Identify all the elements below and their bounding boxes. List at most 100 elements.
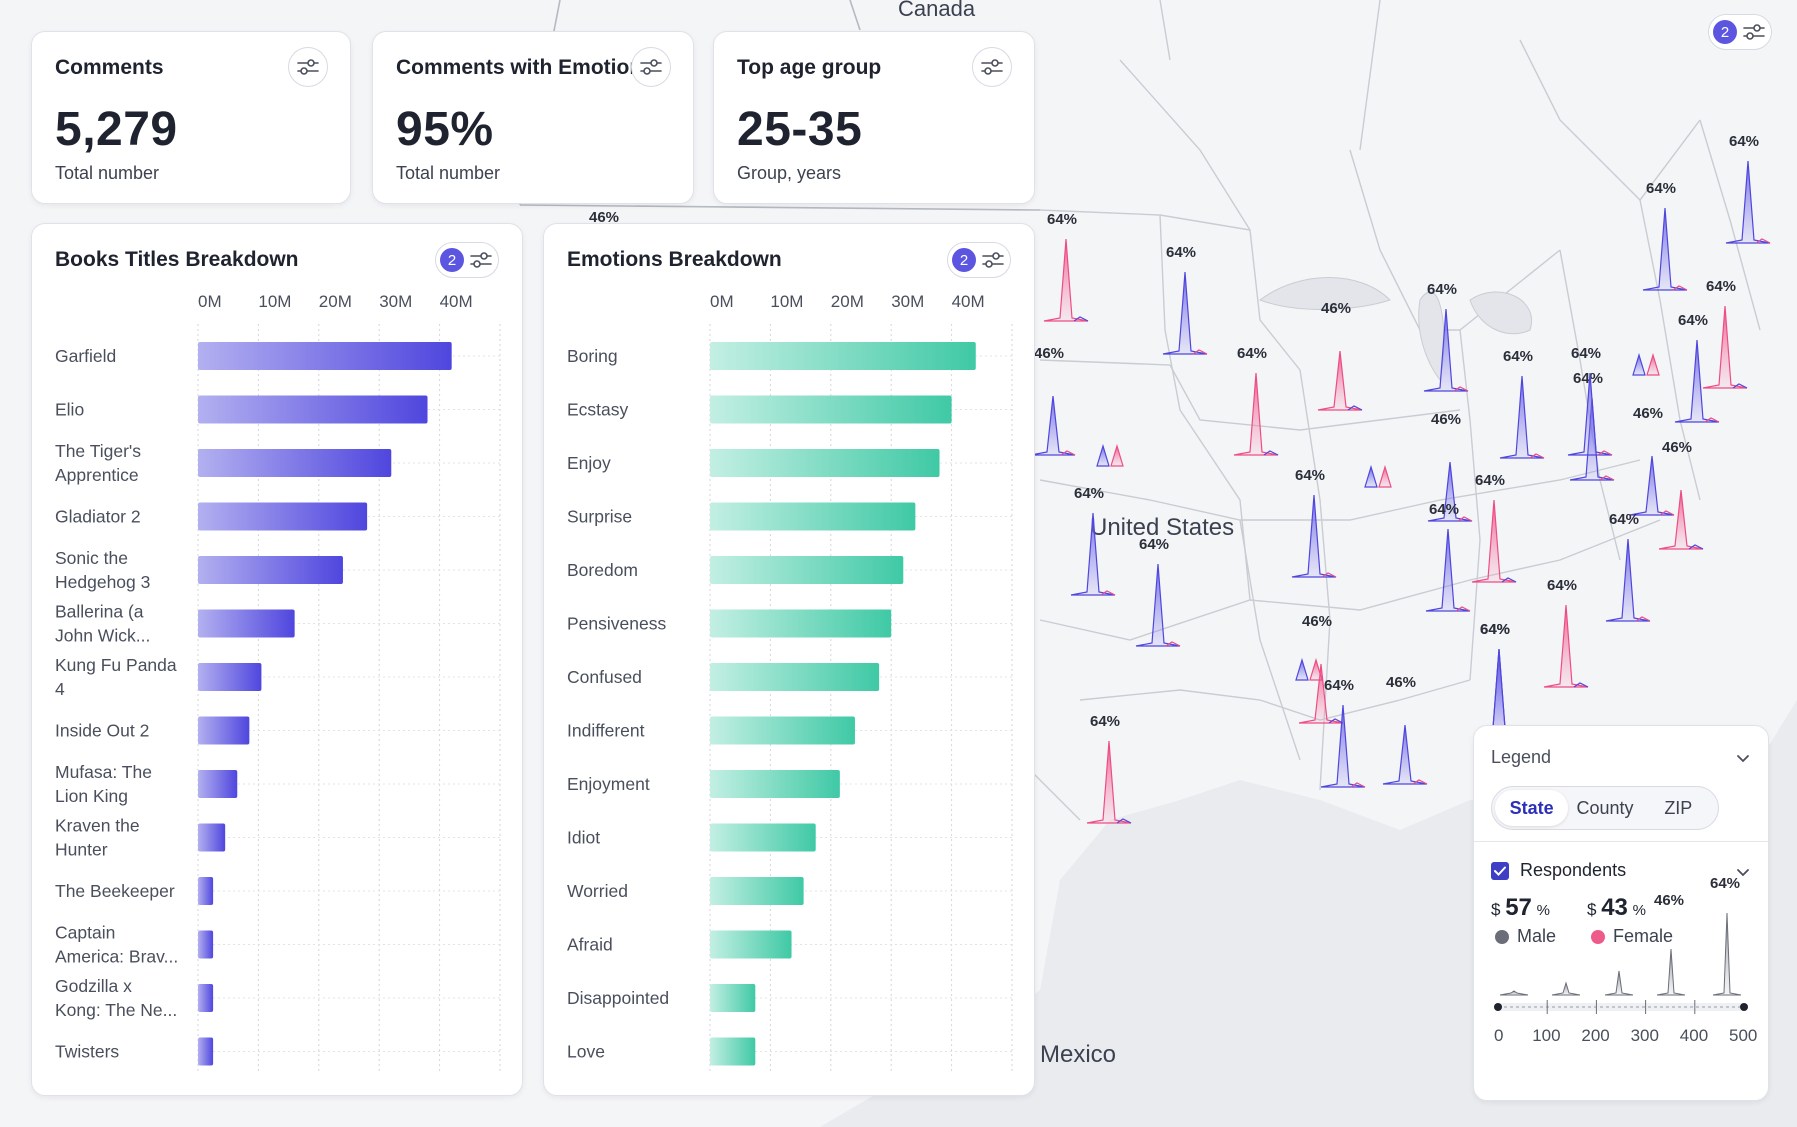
bar[interactable] (198, 609, 295, 638)
map-spike[interactable] (1725, 161, 1771, 244)
map-spike[interactable] (1070, 513, 1116, 596)
range-handle-max[interactable] (1740, 1003, 1748, 1011)
bar[interactable] (710, 609, 892, 638)
map-spike[interactable] (1702, 306, 1748, 389)
category-label: Inside Out 2 (55, 721, 149, 741)
map-spike[interactable] (1317, 351, 1363, 411)
chevron-down-icon[interactable] (1736, 866, 1750, 880)
map-spike-small[interactable] (1632, 352, 1646, 376)
bar[interactable] (710, 823, 816, 852)
map-spike[interactable] (1427, 462, 1473, 522)
bar[interactable] (710, 556, 904, 584)
bar[interactable] (198, 449, 392, 477)
bar[interactable] (198, 342, 452, 370)
sliders-icon (297, 59, 319, 75)
map-spike-label: 64% (1475, 472, 1505, 489)
female-label: Female (1613, 926, 1674, 946)
map-spike[interactable] (1162, 272, 1208, 355)
bar[interactable] (198, 1037, 214, 1066)
bar[interactable] (198, 502, 368, 531)
bar[interactable] (710, 449, 940, 477)
map-spike[interactable] (1567, 373, 1613, 456)
legend-size-spike (1551, 981, 1581, 996)
legend-scale-label: 500 (1729, 1026, 1757, 1045)
tab-zip[interactable]: ZIP (1664, 797, 1693, 818)
bar[interactable] (710, 930, 792, 959)
map-spike-small[interactable] (1295, 657, 1309, 681)
map-spike[interactable] (1320, 705, 1366, 788)
map-spike[interactable] (1499, 376, 1545, 459)
map-spike[interactable] (1298, 664, 1344, 724)
map-spike[interactable] (1086, 741, 1132, 824)
bar[interactable] (198, 930, 214, 959)
bar[interactable] (198, 984, 214, 1012)
category-label: Confused (567, 667, 642, 687)
filter-count-badge: 2 (1713, 20, 1737, 44)
map-spike-secondary (1165, 641, 1181, 647)
bar[interactable] (710, 1037, 756, 1066)
category-label: Idiot (567, 828, 600, 848)
category-label: Godzilla x (55, 976, 132, 996)
map-spike-small[interactable] (1096, 443, 1110, 467)
sliders-icon (640, 59, 662, 75)
map-spike-label: 46% (1321, 300, 1351, 317)
map-spike[interactable] (1291, 495, 1337, 578)
map-spike[interactable] (1030, 396, 1076, 456)
map-spike[interactable] (1658, 490, 1704, 550)
category-label: America: Brav... (55, 947, 178, 967)
bar[interactable] (710, 877, 804, 905)
bar[interactable] (710, 770, 840, 798)
legend-size-spike (1499, 990, 1529, 996)
map-spike[interactable] (1471, 500, 1517, 583)
female-value: 43 (1601, 894, 1628, 921)
map-spike[interactable] (1043, 239, 1089, 322)
map-spike[interactable] (1642, 208, 1688, 291)
map-spike[interactable] (1629, 456, 1675, 516)
bar[interactable] (198, 770, 238, 798)
category-label: Afraid (567, 935, 613, 955)
map-filter-button[interactable]: 2 (1708, 14, 1772, 50)
map-spike-small[interactable] (1646, 352, 1660, 376)
map-spike[interactable] (1425, 529, 1471, 612)
filter-count-badge: 2 (952, 248, 976, 272)
map-spike-small[interactable] (1110, 443, 1124, 467)
map-spike-small[interactable] (1309, 657, 1323, 681)
map-spike[interactable] (1423, 309, 1469, 392)
emotions-filter-button[interactable]: 2 (947, 242, 1011, 278)
bar[interactable] (198, 823, 226, 852)
range-handle-min[interactable] (1494, 1003, 1502, 1011)
bar[interactable] (710, 663, 880, 691)
map-spike[interactable] (1605, 539, 1651, 622)
kpi-filter-button[interactable] (631, 47, 671, 87)
bar[interactable] (710, 502, 916, 531)
bar[interactable] (198, 716, 250, 745)
books-filter-button[interactable]: 2 (435, 242, 499, 278)
tab-county[interactable]: County (1576, 797, 1634, 818)
kpi-card-top-age-group: Top age group 25-35 Group, years (713, 31, 1035, 204)
tab-state[interactable]: State (1495, 790, 1569, 826)
bar[interactable] (710, 395, 952, 424)
bar[interactable] (710, 342, 976, 370)
kpi-filter-button[interactable] (288, 47, 328, 87)
respondents-checkbox[interactable] (1491, 862, 1509, 880)
chevron-down-icon[interactable] (1736, 752, 1750, 766)
male-key: Male (1495, 926, 1556, 947)
bar[interactable] (198, 556, 343, 584)
bar[interactable] (198, 877, 214, 905)
map-spike-label: 64% (1646, 180, 1676, 197)
bar[interactable] (198, 663, 262, 691)
map-spike-small[interactable] (1378, 464, 1392, 488)
map-spike-label: 64% (1573, 370, 1603, 387)
bar[interactable] (198, 395, 428, 424)
sliders-icon (1743, 24, 1765, 40)
map-spike[interactable] (1382, 725, 1428, 785)
map-spike-label: 64% (1429, 501, 1459, 518)
map-spike-small[interactable] (1364, 464, 1378, 488)
map-spike[interactable] (1674, 340, 1720, 423)
bar[interactable] (710, 984, 756, 1012)
kpi-filter-button[interactable] (972, 47, 1012, 87)
map-spike[interactable] (1233, 373, 1279, 456)
bar[interactable] (710, 716, 855, 745)
map-spike[interactable] (1135, 564, 1181, 647)
map-spike[interactable] (1543, 605, 1589, 688)
